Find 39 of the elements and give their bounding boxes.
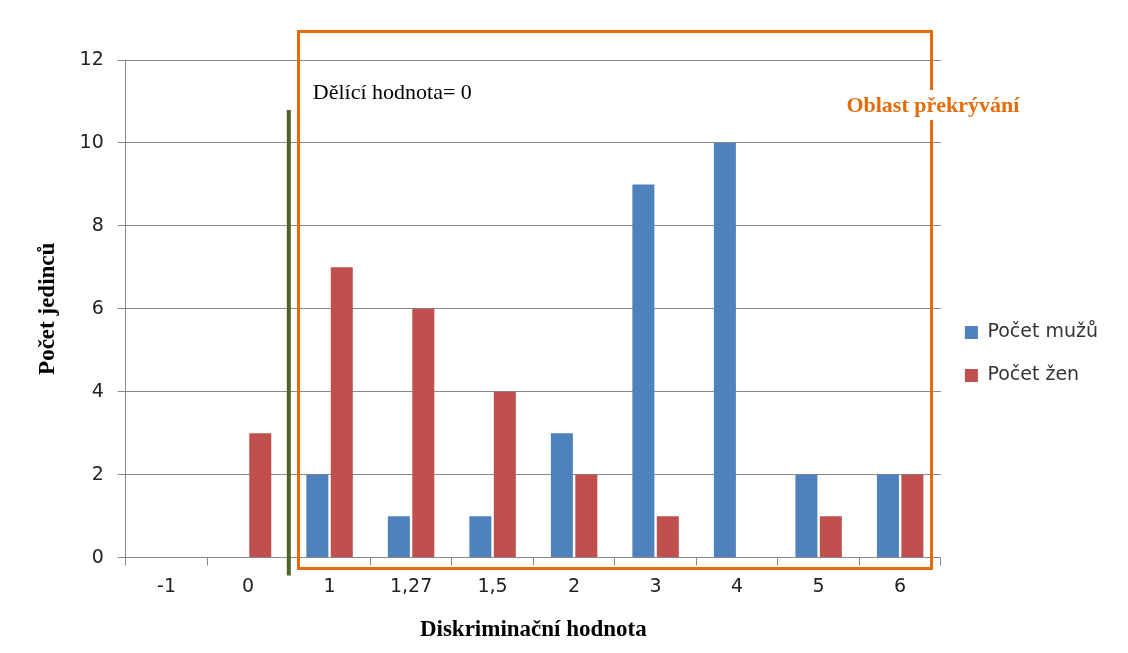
x-tick-label: 1,5: [477, 573, 508, 596]
y-tick-label: 0: [91, 544, 104, 567]
x-tick-label: 6: [894, 573, 907, 596]
bar: [469, 516, 492, 558]
bar: [249, 433, 272, 558]
y-axis-title: Počet jedinců: [33, 242, 59, 375]
y-tick-label: 12: [79, 46, 104, 69]
x-tick-label: -1: [157, 573, 177, 596]
bar: [819, 516, 842, 558]
bar: [330, 267, 353, 558]
y-tick-label: 4: [91, 378, 104, 401]
x-tick-label: 1,27: [389, 573, 433, 596]
bar: [387, 516, 410, 558]
y-tick-label: 10: [79, 129, 104, 152]
bar: [550, 433, 573, 558]
legend-label: Počet žen: [987, 362, 1080, 385]
ref-line-label: Dělící hodnota= 0: [312, 78, 472, 104]
bar: [656, 516, 679, 558]
x-tick-label: 4: [731, 573, 744, 596]
bar: [901, 474, 924, 558]
bar: [876, 474, 899, 558]
x-tick-label: 1: [323, 573, 336, 596]
bar: [632, 184, 655, 558]
annotation: Oblast překrývání: [840, 90, 1026, 120]
bar: [306, 474, 329, 558]
x-tick-label: 5: [812, 573, 825, 596]
y-tick-label: 2: [91, 461, 104, 484]
bar: [795, 474, 818, 558]
y-tick-label: 6: [91, 295, 104, 318]
x-tick-label: 2: [568, 573, 581, 596]
bar: [575, 474, 598, 558]
bar: [713, 142, 736, 558]
y-tick-label: 8: [91, 212, 104, 235]
x-axis-title: Diskriminační hodnota: [419, 616, 648, 642]
x-tick-label: 3: [649, 573, 662, 596]
bar: [493, 391, 516, 558]
bar: [412, 308, 435, 558]
x-tick-label: 0: [242, 573, 255, 596]
legend-label: Počet mužů: [987, 319, 1099, 342]
